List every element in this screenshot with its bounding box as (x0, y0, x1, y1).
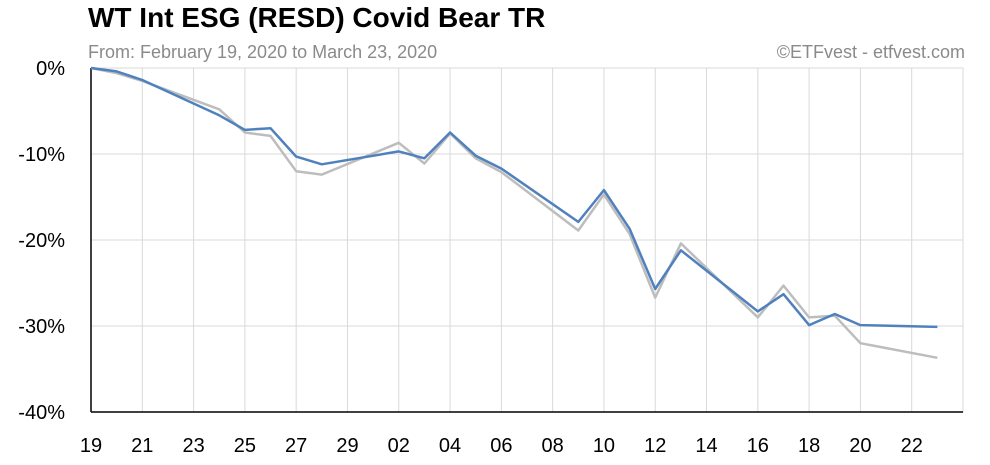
x-tick-label: 06 (490, 435, 512, 457)
y-tick-label: -40% (18, 402, 65, 424)
x-tick-label: 27 (285, 435, 307, 457)
y-tick-label: -20% (18, 230, 65, 252)
chart-credit: ©ETFvest - etfvest.com (776, 42, 965, 62)
x-tick-label: 20 (849, 435, 871, 457)
series-line-2 (90, 66, 938, 329)
chart-subtitle: From: February 19, 2020 to March 23, 202… (88, 42, 438, 62)
chart-title: WT Int ESG (RESD) Covid Bear TR (88, 2, 546, 33)
x-tick-label: 14 (695, 435, 717, 457)
x-tick-label: 29 (336, 435, 358, 457)
x-tick-label: 25 (234, 435, 256, 457)
series-line-1 (90, 66, 938, 360)
y-tick-label: -30% (18, 316, 65, 338)
x-tick-label: 10 (593, 435, 615, 457)
x-tick-label: 22 (901, 435, 923, 457)
y-tick-label: 0% (36, 58, 65, 80)
y-tick-label: -10% (18, 144, 65, 166)
x-tick-label: 02 (388, 435, 410, 457)
x-tick-label: 18 (798, 435, 820, 457)
x-tick-label: 16 (747, 435, 769, 457)
x-tick-label: 23 (182, 435, 204, 457)
x-tick-label: 19 (80, 435, 102, 457)
x-tick-label: 04 (439, 435, 461, 457)
x-tick-label: 21 (131, 435, 153, 457)
x-tick-label: 08 (542, 435, 564, 457)
x-tick-label: 12 (644, 435, 666, 457)
